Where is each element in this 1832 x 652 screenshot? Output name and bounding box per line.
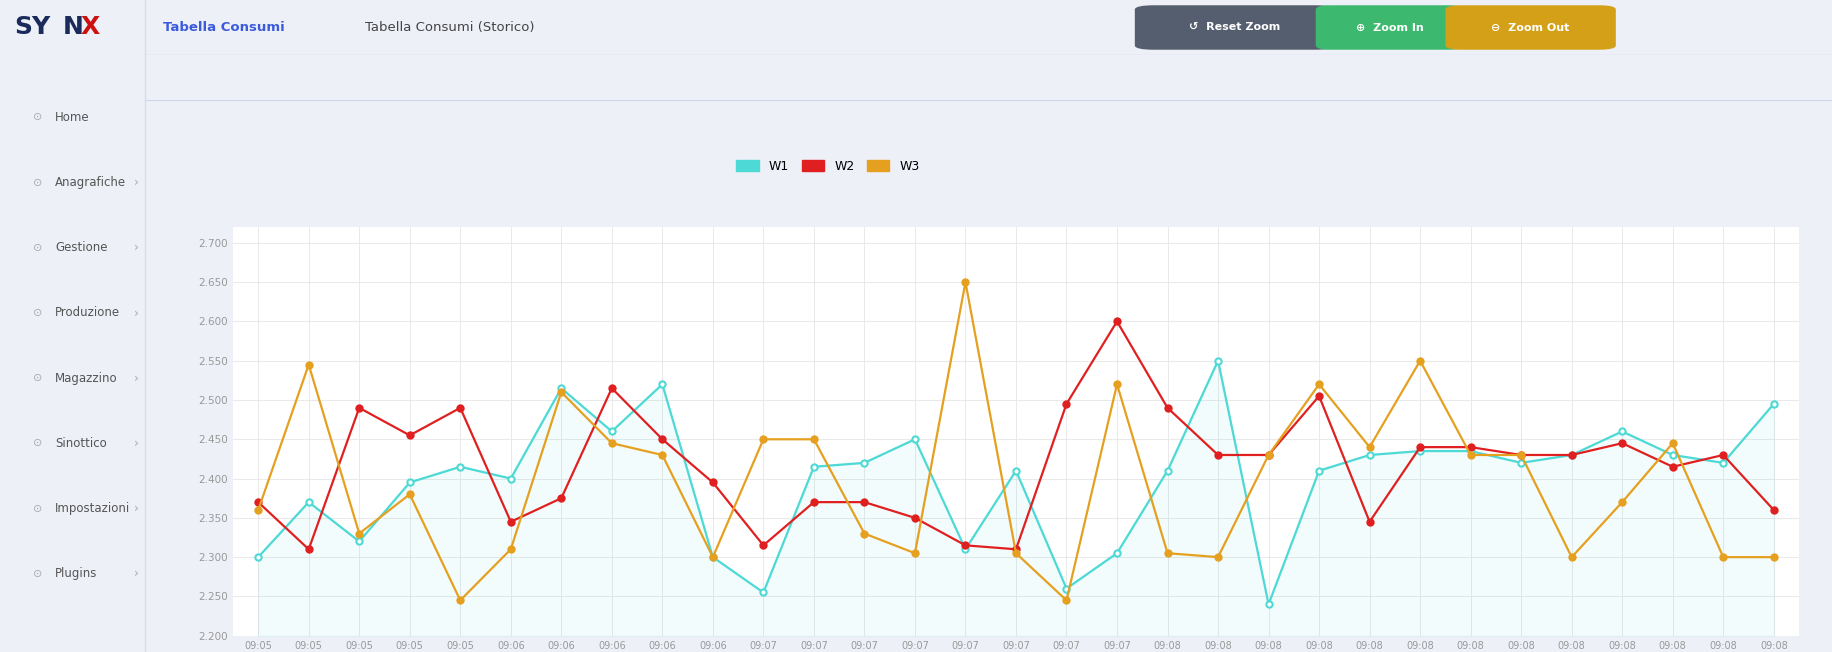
Text: ⊙: ⊙ (33, 503, 42, 514)
Text: Tabella Consumi (Storico): Tabella Consumi (Storico) (365, 21, 535, 34)
FancyBboxPatch shape (1445, 5, 1616, 50)
Text: ⊕  Zoom In: ⊕ Zoom In (1356, 23, 1423, 33)
Text: N: N (62, 16, 82, 40)
Text: SY: SY (15, 16, 51, 40)
Text: Anagrafiche: Anagrafiche (55, 176, 126, 189)
Text: ↺  Reset Zoom: ↺ Reset Zoom (1189, 23, 1281, 33)
Text: ⊙: ⊙ (33, 373, 42, 383)
Text: Produzione: Produzione (55, 306, 121, 319)
Text: ⊙: ⊙ (33, 308, 42, 318)
Text: ⊖  Zoom Out: ⊖ Zoom Out (1491, 23, 1570, 33)
Text: ›: › (134, 241, 139, 254)
Text: ⊙: ⊙ (33, 112, 42, 123)
Text: Sinottico: Sinottico (55, 437, 106, 450)
Text: Tabella Consumi: Tabella Consumi (163, 21, 286, 34)
Text: Gestione: Gestione (55, 241, 108, 254)
FancyBboxPatch shape (1134, 5, 1336, 50)
FancyBboxPatch shape (1315, 5, 1464, 50)
Text: ›: › (134, 176, 139, 189)
Text: Home: Home (55, 111, 90, 124)
Text: ›: › (134, 306, 139, 319)
Text: Plugins: Plugins (55, 567, 97, 580)
Text: ⊙: ⊙ (33, 569, 42, 579)
Text: ›: › (134, 437, 139, 450)
Text: ›: › (134, 567, 139, 580)
Legend: W1, W2, W3: W1, W2, W3 (736, 160, 920, 173)
Text: ›: › (134, 372, 139, 385)
Text: Impostazioni: Impostazioni (55, 502, 130, 515)
Text: ⊙: ⊙ (33, 177, 42, 188)
Text: X: X (81, 16, 101, 40)
Text: ›: › (134, 502, 139, 515)
Text: ⊙: ⊙ (33, 243, 42, 253)
Text: Magazzino: Magazzino (55, 372, 117, 385)
Text: ⊙: ⊙ (33, 438, 42, 449)
